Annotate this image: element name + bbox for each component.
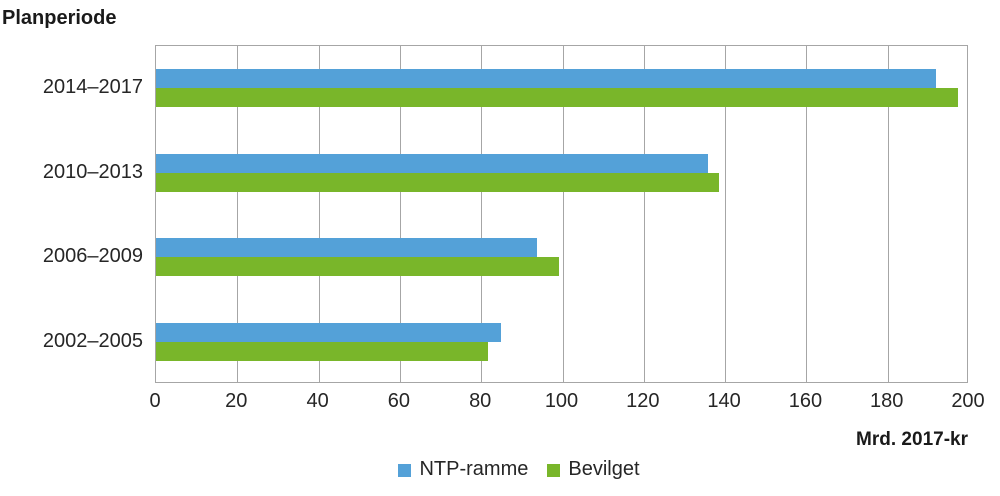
x-tick-label: 200 <box>951 390 985 412</box>
category-label: 2010–2013 <box>42 160 143 183</box>
gridline <box>643 46 645 382</box>
gridline <box>562 46 564 382</box>
bar-ntp-ramme <box>156 238 538 258</box>
category-label: 2006–2009 <box>42 245 143 268</box>
legend: NTP-ramme Bevilget <box>0 458 1000 481</box>
x-axis-unit-label: Mrd. 2017-kr <box>856 429 968 450</box>
x-tick-label: 160 <box>788 390 823 412</box>
gridline <box>725 46 727 382</box>
bar-bevilget <box>156 88 959 108</box>
x-tick-label: 40 <box>306 390 329 412</box>
gridline <box>887 46 889 382</box>
legend-label: NTP-ramme <box>419 458 529 480</box>
legend-swatch <box>398 464 412 477</box>
bar-bevilget <box>156 341 489 361</box>
category-label: 2014–2017 <box>42 76 143 99</box>
x-tick-label: 140 <box>707 390 741 412</box>
x-tick-label: 20 <box>225 390 248 412</box>
plot-area <box>155 45 968 383</box>
gridline <box>318 46 320 382</box>
x-tick-label: 0 <box>149 390 161 412</box>
x-tick-label: 80 <box>469 390 492 412</box>
legend-label: Bevilget <box>568 458 640 480</box>
legend-item: Bevilget <box>547 458 640 481</box>
gridline <box>481 46 483 382</box>
x-tick-label: 100 <box>544 390 579 412</box>
gridline <box>399 46 401 382</box>
x-tick-label: 180 <box>870 390 904 412</box>
legend-swatch <box>547 464 561 477</box>
legend-item: NTP-ramme <box>398 458 528 481</box>
x-tick-label: 60 <box>387 390 411 412</box>
y-axis-title: Planperiode <box>2 7 117 29</box>
x-tick-label: 120 <box>626 390 660 412</box>
bar-ntp-ramme <box>156 153 709 173</box>
bar-ntp-ramme <box>156 322 501 342</box>
category-label: 2002–2005 <box>42 329 143 352</box>
gridline <box>237 46 239 382</box>
bar-bevilget <box>156 257 560 277</box>
bar-ntp-ramme <box>156 69 937 89</box>
gridline <box>806 46 808 382</box>
bar-bevilget <box>156 172 720 192</box>
